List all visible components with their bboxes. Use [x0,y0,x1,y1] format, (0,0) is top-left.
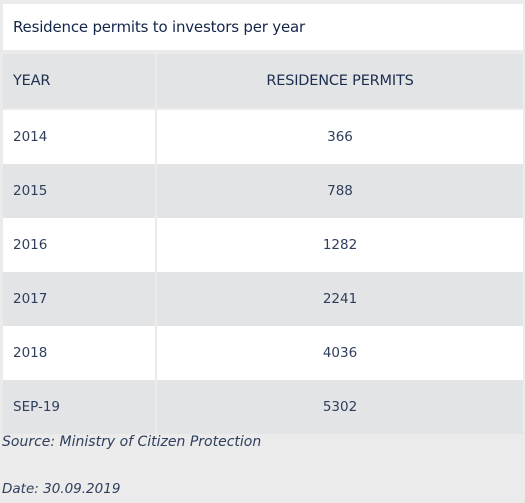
year-cell: 2016 [3,218,155,272]
table-row: 2014 366 [3,110,523,164]
table-row: 2016 1282 [3,218,523,272]
permits-cell: 4036 [157,326,523,380]
table-row: 2018 4036 [3,326,523,380]
table-row: SEP-19 5302 [3,380,523,434]
table-row: 2015 788 [3,164,523,218]
permits-cell: 5302 [157,380,523,434]
source-note: Source: Ministry of Citizen Protection [2,434,262,450]
date-note: Date: 30.09.2019 [2,481,121,497]
permits-cell: 788 [157,164,523,218]
permits-cell: 2241 [157,272,523,326]
permits-cell: 1282 [157,218,523,272]
year-cell: 2017 [3,272,155,326]
permits-table: YEAR RESIDENCE PERMITS 2014 366 2015 788… [3,54,523,434]
header-year: YEAR [3,54,155,108]
table-header-row: YEAR RESIDENCE PERMITS [3,54,523,108]
year-cell: 2015 [3,164,155,218]
header-permits: RESIDENCE PERMITS [157,54,523,108]
table-title: Residence permits to investors per year [3,4,523,50]
year-cell: SEP-19 [3,380,155,434]
table-row: 2017 2241 [3,272,523,326]
permits-cell: 366 [157,110,523,164]
year-cell: 2018 [3,326,155,380]
year-cell: 2014 [3,110,155,164]
